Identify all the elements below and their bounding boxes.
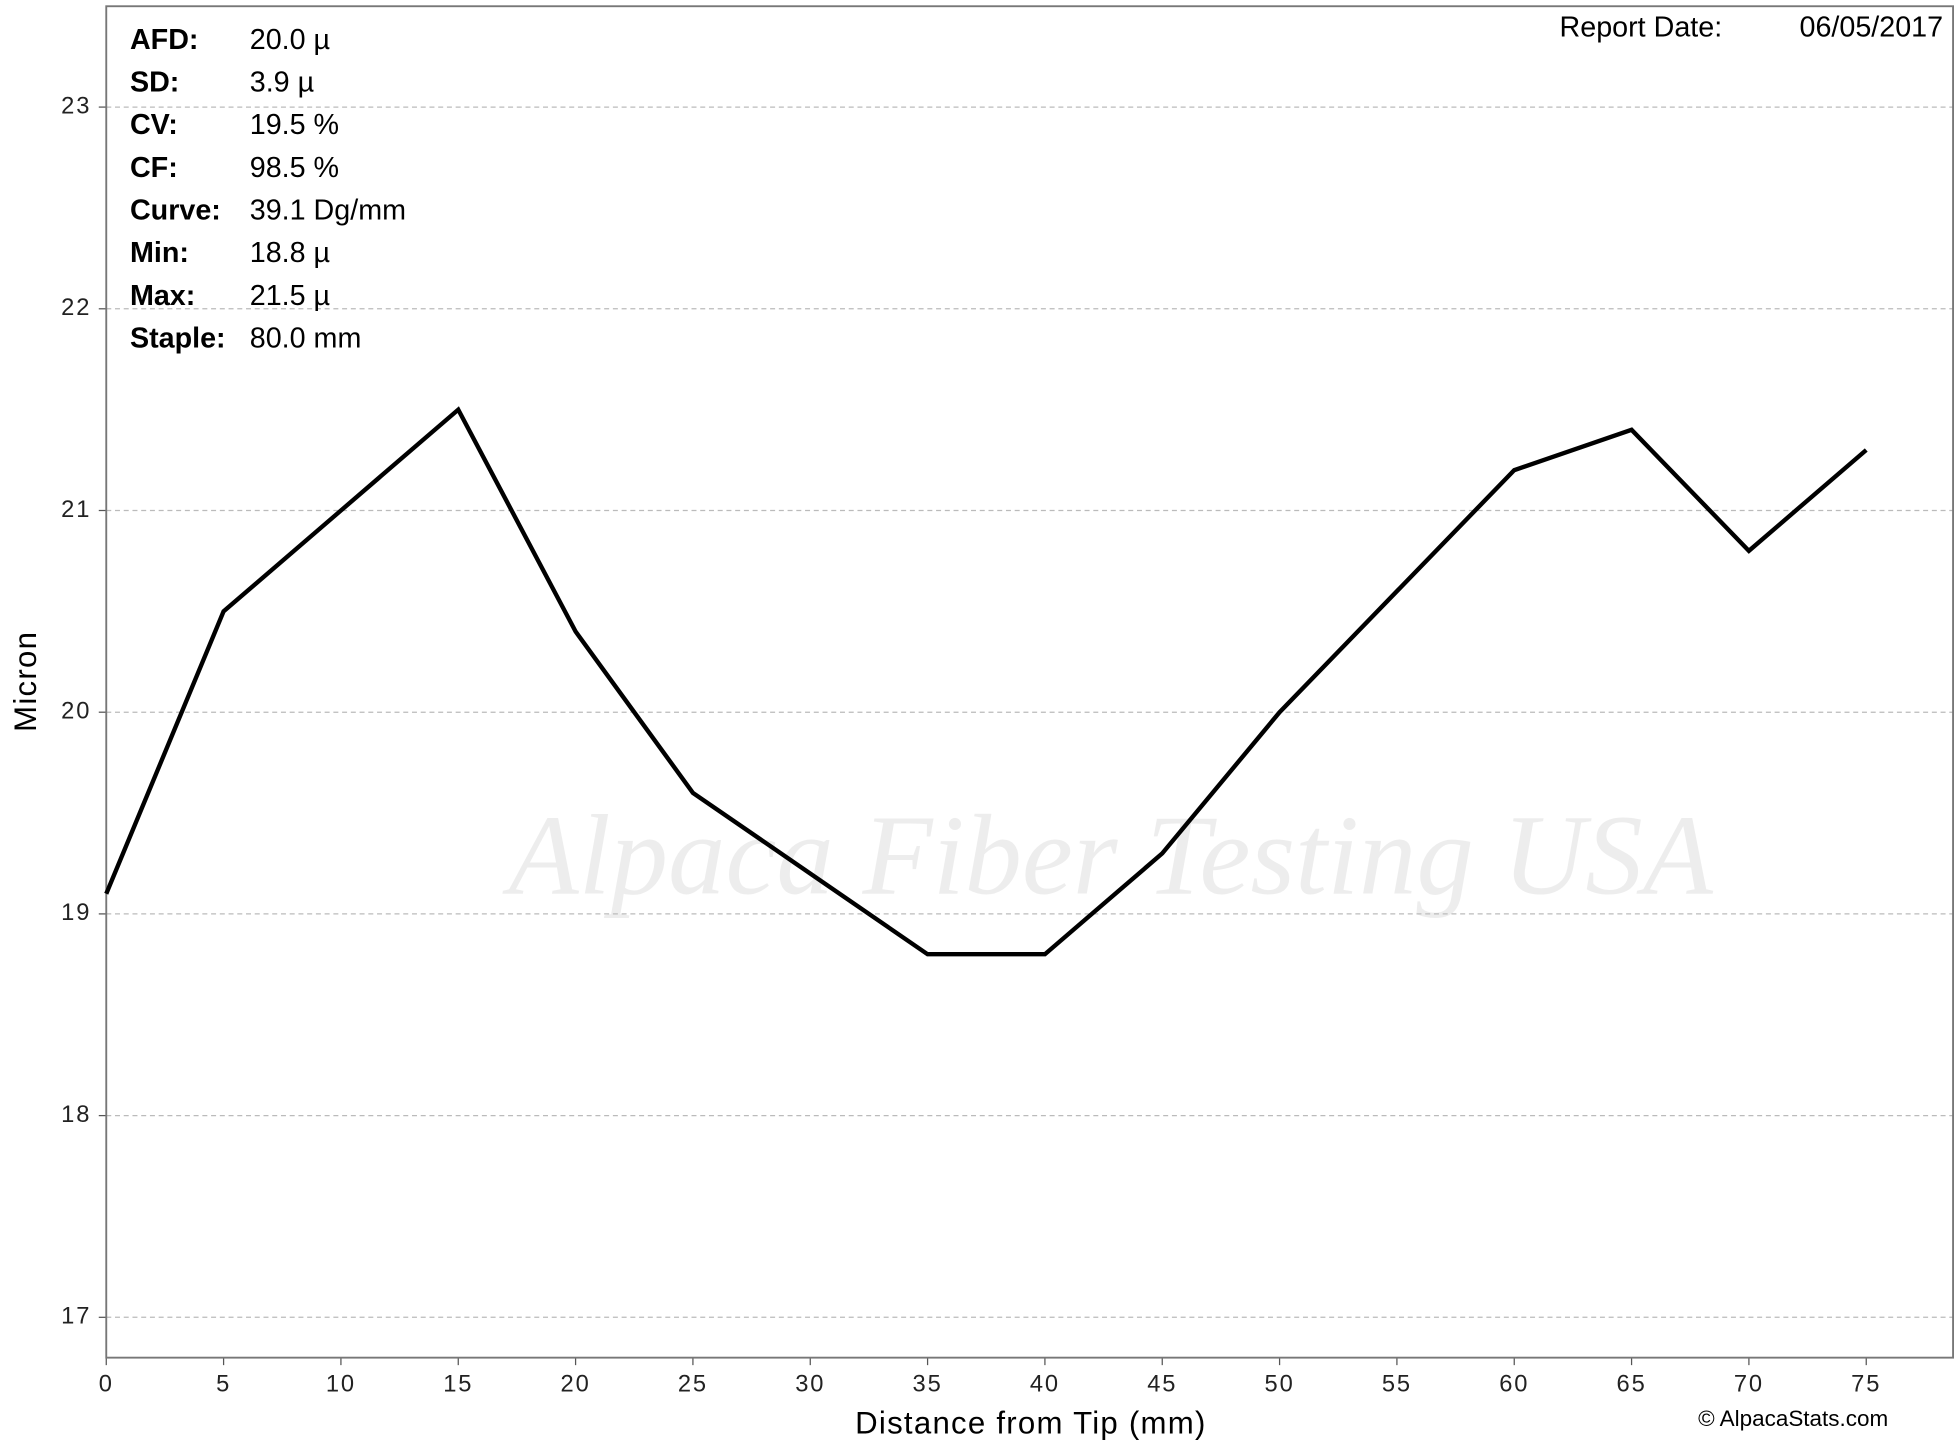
stat-value: 98.5 %: [250, 152, 339, 184]
y-tick-label: 18: [61, 1102, 91, 1128]
x-tick-label: 30: [795, 1371, 825, 1397]
stat-label: Staple:: [130, 322, 226, 354]
x-tick-label: 10: [326, 1371, 356, 1397]
stat-label: Curve:: [130, 194, 221, 226]
y-tick-label: 21: [61, 497, 91, 523]
stat-label: Max:: [130, 280, 195, 312]
report-date-value: 06/05/2017: [1800, 11, 1944, 43]
stat-value: 21.5 µ: [250, 280, 330, 312]
chart: Alpaca Fiber Testing USA Distance from T…: [0, 0, 1957, 1445]
x-tick-label: 35: [913, 1371, 943, 1397]
stat-label: CV:: [130, 109, 178, 141]
x-tick-label: 55: [1382, 1371, 1412, 1397]
x-tick-label: 20: [561, 1371, 591, 1397]
x-tick-label: 75: [1851, 1371, 1881, 1397]
y-tick-label: 19: [61, 900, 91, 926]
y-tick-label: 23: [61, 93, 91, 119]
x-tick-label: 5: [216, 1371, 231, 1397]
x-tick-label: 65: [1617, 1371, 1647, 1397]
x-tick-label: 60: [1499, 1371, 1529, 1397]
credit: © AlpacaStats.com: [1698, 1406, 1888, 1431]
stat-label: CF:: [130, 152, 178, 184]
page: Alpaca Fiber Testing USA Distance from T…: [0, 0, 1957, 1445]
stat-value: 39.1 Dg/mm: [250, 194, 406, 226]
stat-label: AFD:: [130, 24, 199, 56]
x-tick-label: 50: [1265, 1371, 1295, 1397]
x-tick-label: 45: [1147, 1371, 1177, 1397]
stat-value: 3.9 µ: [250, 66, 314, 98]
y-tick-label: 17: [61, 1304, 91, 1330]
stat-label: Min:: [130, 237, 189, 269]
stat-value: 19.5 %: [250, 109, 339, 141]
y-axis-label: Micron: [8, 631, 43, 732]
x-tick-label: 15: [443, 1371, 473, 1397]
stat-label: SD:: [130, 66, 179, 98]
stat-value: 20.0 µ: [250, 24, 330, 56]
y-tick-label: 22: [61, 295, 91, 321]
x-tick-label: 0: [99, 1371, 114, 1397]
x-tick-label: 25: [678, 1371, 708, 1397]
x-tick-label: 70: [1734, 1371, 1764, 1397]
report-date-label: Report Date:: [1560, 11, 1723, 43]
y-tick-label: 20: [61, 698, 91, 724]
stat-value: 18.8 µ: [250, 237, 330, 269]
stat-value: 80.0 mm: [250, 322, 362, 354]
x-tick-label: 40: [1030, 1371, 1060, 1397]
x-axis-label: Distance from Tip (mm): [855, 1405, 1206, 1440]
